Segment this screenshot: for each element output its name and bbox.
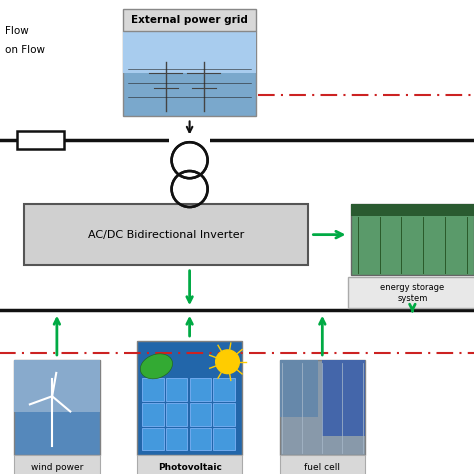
Text: Flow: Flow xyxy=(5,26,28,36)
Text: AC/DC Bidirectional Inverter: AC/DC Bidirectional Inverter xyxy=(88,229,244,240)
Bar xyxy=(166,428,187,450)
Bar xyxy=(137,341,242,455)
Bar xyxy=(123,9,256,31)
Bar xyxy=(142,428,164,450)
Bar xyxy=(166,378,187,401)
Text: fuel cell: fuel cell xyxy=(304,464,340,472)
Bar xyxy=(14,360,100,412)
Bar xyxy=(213,403,235,426)
Bar xyxy=(137,455,242,474)
Bar xyxy=(213,428,235,450)
Bar xyxy=(123,31,256,116)
Bar xyxy=(190,378,211,401)
Bar xyxy=(14,455,100,474)
Bar xyxy=(24,204,308,265)
Bar xyxy=(169,133,210,147)
Circle shape xyxy=(216,350,239,374)
Text: on Flow: on Flow xyxy=(5,45,45,55)
Text: energy storage
system: energy storage system xyxy=(380,283,445,302)
Bar xyxy=(280,360,365,455)
Bar xyxy=(351,204,474,216)
Bar xyxy=(322,360,365,436)
Bar xyxy=(14,360,100,455)
Bar xyxy=(142,403,164,426)
Bar xyxy=(351,204,474,275)
Bar xyxy=(280,455,365,474)
Bar xyxy=(166,403,187,426)
Text: External power grid: External power grid xyxy=(131,15,248,25)
Bar xyxy=(213,378,235,401)
Bar xyxy=(142,378,164,401)
Text: wind power: wind power xyxy=(31,464,83,472)
Bar xyxy=(17,131,64,149)
Bar xyxy=(348,277,474,308)
Bar xyxy=(190,428,211,450)
Text: Photovoltaic: Photovoltaic xyxy=(158,464,221,472)
Ellipse shape xyxy=(140,354,173,379)
Bar xyxy=(190,403,211,426)
Bar xyxy=(280,360,318,417)
Bar xyxy=(123,31,256,73)
